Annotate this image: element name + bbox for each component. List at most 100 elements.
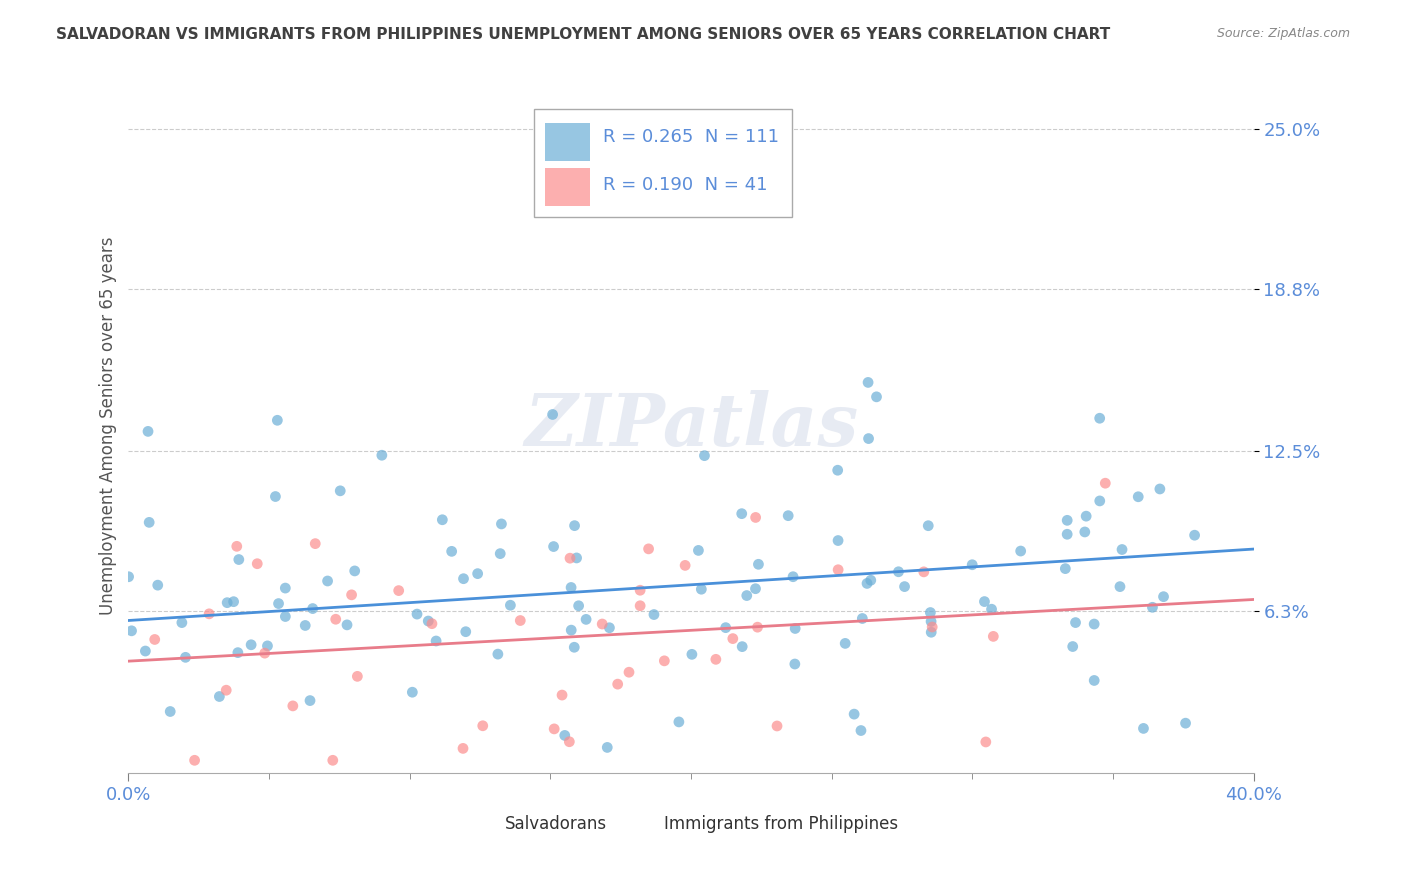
Point (146, 578, 169, 592)
Point (1083, 617, 1105, 632)
Point (256, 639, 278, 653)
FancyBboxPatch shape (714, 790, 742, 819)
Point (264, 490, 287, 504)
Point (329, 483, 352, 498)
Point (785, 622, 807, 636)
Point (1094, 476, 1116, 491)
Point (859, 574, 882, 588)
Point (322, 753, 344, 767)
Point (778, 508, 800, 523)
Point (858, 432, 880, 446)
Point (346, 669, 368, 683)
Point (222, 595, 245, 609)
Point (543, 540, 565, 554)
Point (138, 516, 160, 530)
Point (1174, 716, 1197, 731)
Point (267, 597, 290, 611)
Point (226, 646, 249, 660)
Point (693, 449, 716, 463)
Point (887, 565, 910, 579)
FancyBboxPatch shape (533, 109, 793, 217)
Point (467, 566, 489, 581)
Point (499, 599, 522, 613)
Text: R = 0.190  N = 41: R = 0.190 N = 41 (603, 177, 768, 194)
Point (747, 620, 769, 634)
Point (418, 614, 440, 628)
Point (274, 609, 297, 624)
FancyBboxPatch shape (544, 123, 591, 161)
Point (575, 612, 598, 626)
Point (782, 570, 804, 584)
Point (558, 735, 581, 749)
Point (406, 607, 429, 621)
Point (560, 623, 582, 637)
Point (1149, 482, 1171, 496)
Point (143, 632, 166, 647)
Point (432, 513, 454, 527)
Point (1083, 673, 1105, 688)
Point (1153, 590, 1175, 604)
FancyBboxPatch shape (544, 168, 591, 206)
Point (541, 408, 564, 422)
Point (304, 536, 326, 550)
Point (298, 693, 321, 707)
Point (340, 588, 363, 602)
Point (1056, 513, 1078, 527)
Point (564, 518, 586, 533)
Text: Source: ZipAtlas.com: Source: ZipAtlas.com (1216, 27, 1350, 40)
Point (834, 636, 856, 650)
Point (225, 539, 247, 553)
Point (543, 722, 565, 736)
Point (1056, 527, 1078, 541)
Point (440, 544, 463, 558)
FancyBboxPatch shape (510, 790, 538, 819)
Point (731, 640, 754, 654)
Text: Salvadorans: Salvadorans (505, 815, 607, 833)
Point (747, 558, 769, 572)
Point (554, 728, 576, 742)
Point (920, 625, 942, 640)
Point (673, 558, 696, 573)
Point (637, 541, 659, 556)
Point (471, 719, 494, 733)
Point (136, 425, 159, 439)
Point (827, 533, 849, 548)
Point (565, 550, 588, 565)
Text: ZIPatlas: ZIPatlas (524, 390, 858, 461)
Point (920, 615, 942, 629)
Point (973, 594, 995, 608)
Point (509, 614, 531, 628)
Point (316, 574, 339, 588)
Point (591, 617, 613, 632)
Point (827, 563, 849, 577)
Point (681, 648, 703, 662)
Point (920, 606, 942, 620)
Point (281, 698, 304, 713)
Point (606, 677, 628, 691)
Point (266, 413, 288, 427)
Point (721, 632, 744, 646)
Point (744, 510, 766, 524)
Point (451, 741, 474, 756)
Point (921, 620, 943, 634)
Point (865, 390, 887, 404)
Point (731, 507, 754, 521)
Point (174, 650, 197, 665)
Point (562, 640, 585, 655)
Point (159, 705, 181, 719)
Point (420, 616, 443, 631)
Point (1132, 722, 1154, 736)
Point (425, 634, 447, 648)
Point (1064, 615, 1087, 630)
Point (1010, 544, 1032, 558)
Point (558, 551, 581, 566)
Point (453, 572, 475, 586)
Point (491, 516, 513, 531)
Point (117, 570, 139, 584)
Text: Immigrants from Philippines: Immigrants from Philippines (664, 815, 898, 833)
Point (856, 576, 879, 591)
Point (560, 581, 582, 595)
Point (343, 564, 366, 578)
Point (274, 581, 297, 595)
Text: R = 0.265  N = 111: R = 0.265 N = 111 (603, 128, 779, 145)
